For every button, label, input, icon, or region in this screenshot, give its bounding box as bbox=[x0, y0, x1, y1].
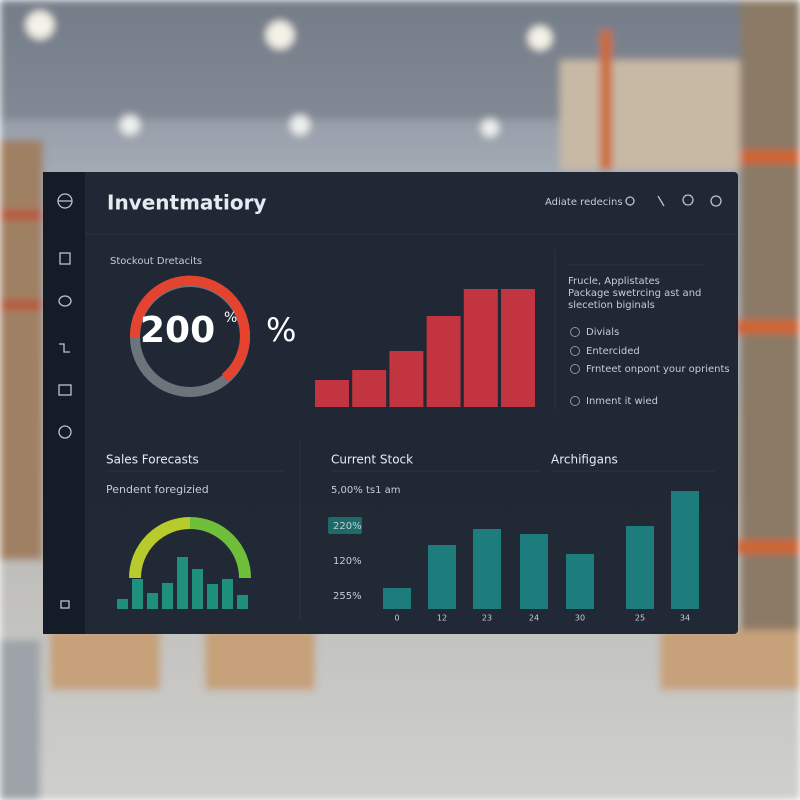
bar bbox=[222, 579, 233, 609]
stockout-unit: % bbox=[266, 311, 296, 349]
app-title: Inventmatiory bbox=[107, 191, 266, 215]
gauge bbox=[129, 517, 251, 579]
bar bbox=[428, 545, 456, 609]
bar bbox=[520, 534, 548, 609]
section-subtitle: Pendent foregizied bbox=[106, 483, 209, 496]
bar bbox=[463, 289, 498, 407]
bar bbox=[117, 599, 128, 609]
radio[interactable] bbox=[570, 396, 580, 406]
bar bbox=[192, 569, 203, 609]
panel-description: Package swetrcing ast and bbox=[568, 288, 701, 299]
bar bbox=[207, 584, 218, 609]
option-label[interactable]: Inment it wied bbox=[586, 396, 658, 407]
bar bbox=[383, 588, 411, 609]
bar bbox=[315, 380, 349, 407]
header-action[interactable]: Adiate redecins bbox=[545, 197, 623, 208]
bar bbox=[352, 370, 387, 407]
x-tick-label: 25 bbox=[635, 614, 645, 623]
header-icons[interactable] bbox=[625, 194, 722, 207]
stock-label: 120% bbox=[333, 556, 362, 567]
bar bbox=[147, 593, 158, 609]
section-title: Archifigans bbox=[551, 453, 618, 467]
x-tick-label: 0 bbox=[394, 614, 399, 623]
bar bbox=[626, 526, 654, 609]
x-tick-label: 23 bbox=[482, 614, 492, 623]
panel-description: slecetion biginals bbox=[568, 300, 655, 311]
bar bbox=[132, 579, 143, 609]
bar bbox=[426, 316, 461, 407]
option-label[interactable]: Frnteet onpont your oprients bbox=[586, 364, 730, 375]
bar bbox=[237, 595, 248, 609]
section-title: Stockout Dretacits bbox=[110, 256, 202, 267]
highlight bbox=[328, 517, 362, 534]
section-title: Sales Forecasts bbox=[106, 453, 199, 467]
panel-title: Frucle, Applistates bbox=[568, 276, 660, 287]
radio[interactable] bbox=[570, 346, 580, 356]
x-tick-label: 24 bbox=[529, 614, 539, 623]
option-label[interactable]: Divials bbox=[586, 327, 619, 338]
stockout-unit-small: % bbox=[224, 310, 237, 326]
bar bbox=[389, 351, 424, 407]
x-tick-label: 34 bbox=[680, 614, 690, 623]
bar bbox=[162, 583, 173, 609]
stock-label: 255% bbox=[333, 591, 362, 602]
sidebar-icons bbox=[57, 193, 73, 609]
bar bbox=[671, 491, 699, 609]
stockout-value: 200 bbox=[140, 310, 215, 351]
option-label[interactable]: Entercided bbox=[586, 346, 640, 357]
radio[interactable] bbox=[570, 364, 580, 374]
bar bbox=[566, 554, 594, 609]
section-title: Current Stock bbox=[331, 453, 413, 467]
stock-label: 220% bbox=[333, 521, 362, 532]
bar bbox=[177, 557, 188, 609]
x-tick-label: 12 bbox=[437, 614, 447, 623]
donut bbox=[129, 275, 250, 397]
bar bbox=[501, 289, 535, 407]
radio[interactable] bbox=[570, 327, 580, 337]
x-tick-label: 30 bbox=[575, 614, 585, 623]
section-subtitle: 5,00% ts1 am bbox=[331, 485, 401, 496]
bar bbox=[473, 529, 501, 609]
